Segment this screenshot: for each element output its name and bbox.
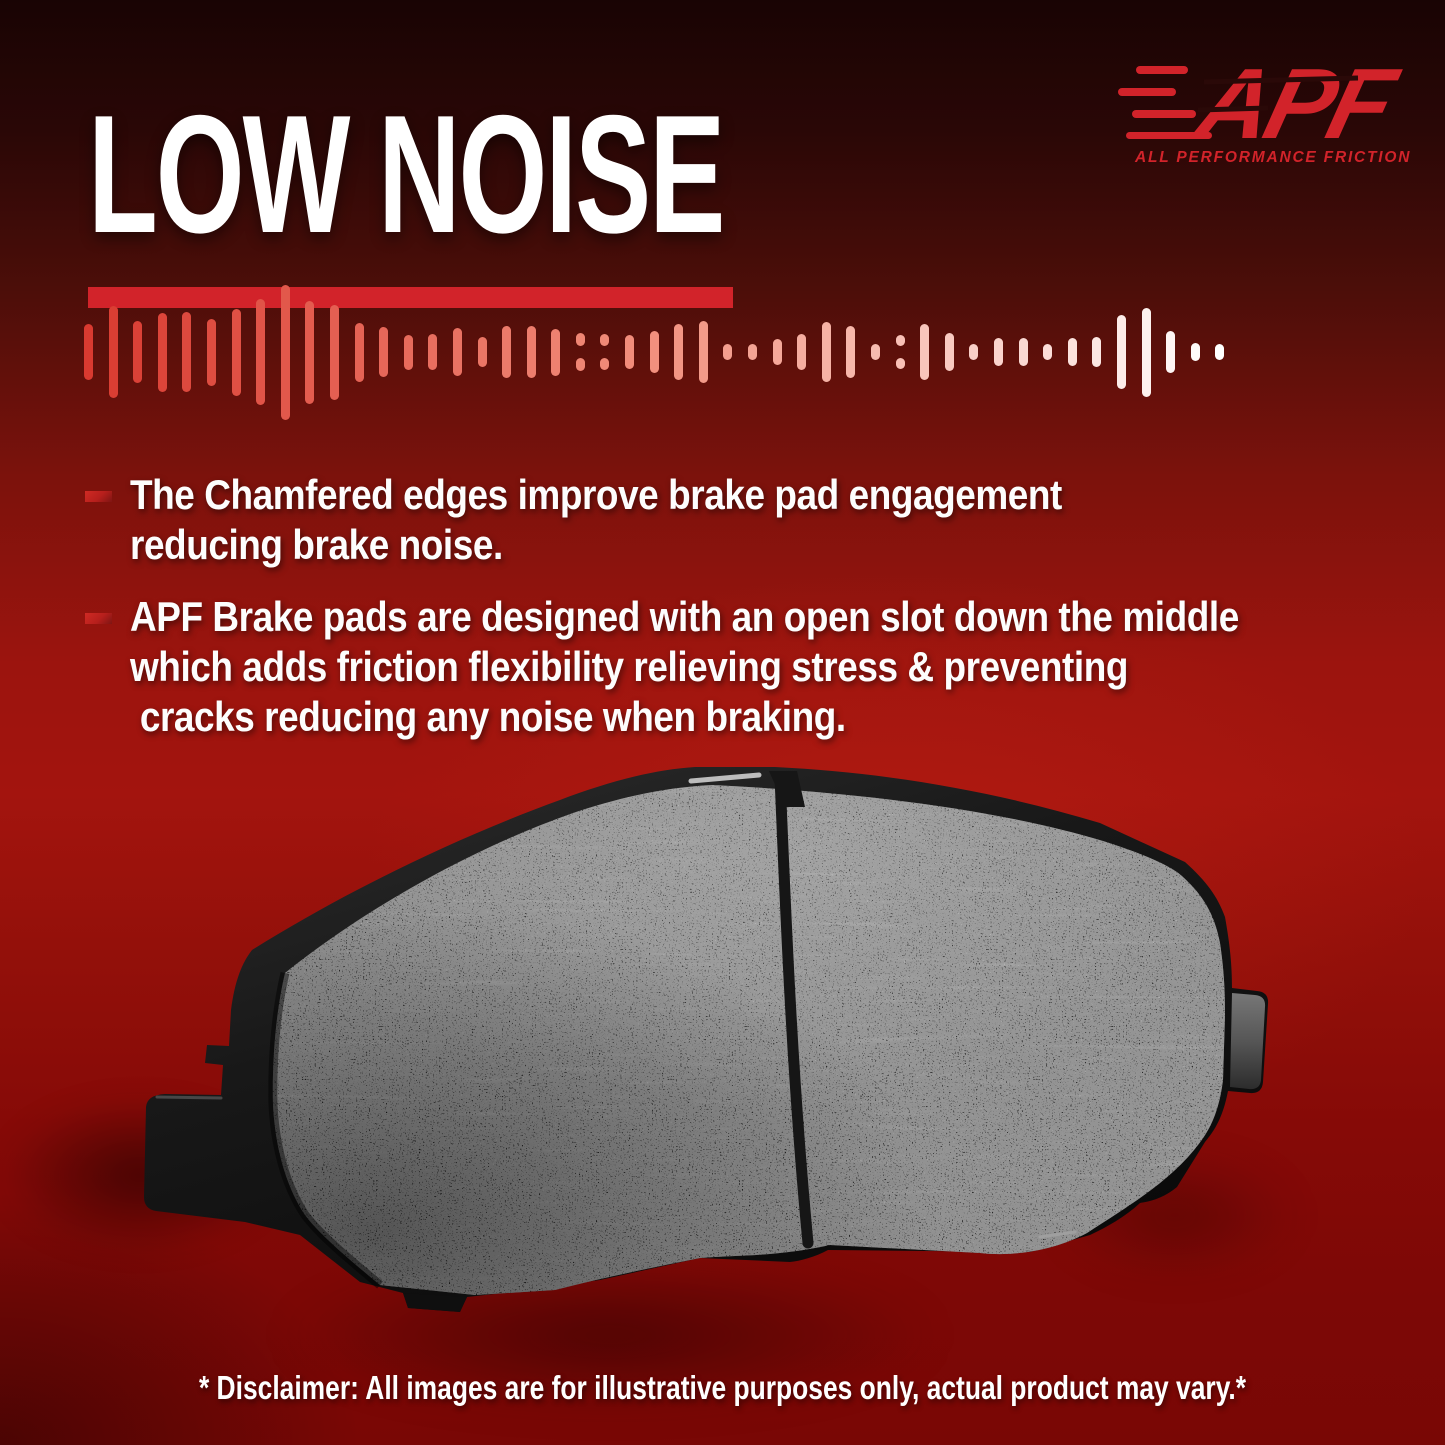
bullet-line: which adds friction flexibility relievin…	[130, 643, 1129, 690]
soundwave-bar	[1116, 315, 1126, 389]
soundwave-bar	[993, 338, 1003, 366]
soundwave-bar	[821, 322, 831, 382]
soundwave-bar	[1190, 343, 1200, 361]
soundwave-bar	[305, 300, 315, 404]
pad-friction-surface	[272, 785, 1225, 1295]
soundwave-bar	[280, 284, 290, 420]
page-title: LOW NOISE	[88, 80, 725, 268]
soundwave-bar	[1092, 337, 1102, 367]
soundwave-bar	[206, 318, 216, 386]
soundwave-bar	[1141, 307, 1151, 397]
soundwave-bar	[600, 334, 610, 370]
apf-logo: APF ALL PERFORMANCE FRICTION	[1118, 47, 1411, 166]
soundwave-bar	[944, 333, 954, 371]
soundwave-bar	[748, 344, 758, 360]
bullet-text-1: The Chamfered edges improve brake pad en…	[130, 470, 1062, 570]
soundwave-bar	[1018, 338, 1028, 366]
brake-pad-image	[144, 767, 1269, 1312]
bullet-item-2: APF Brake pads are designed with an open…	[85, 592, 1390, 742]
soundwave-bar	[846, 326, 856, 378]
bullet-marker-icon	[85, 491, 112, 502]
soundwave-bar	[182, 312, 192, 392]
soundwave-bar	[551, 328, 561, 376]
soundwave-bar	[329, 304, 339, 400]
soundwave-bar	[625, 335, 635, 369]
soundwave-bar	[649, 331, 659, 373]
bullet-item-1: The Chamfered edges improve brake pad en…	[85, 470, 1189, 570]
soundwave-bar	[256, 299, 266, 405]
pad-center-slot	[774, 771, 814, 1249]
bullet-line: cracks reducing any noise when braking.	[130, 693, 846, 740]
soundwave-bar	[920, 324, 930, 380]
soundwave-bar	[1215, 344, 1225, 360]
bullet-line: The Chamfered edges improve brake pad en…	[130, 471, 1062, 518]
soundwave-bar	[231, 308, 241, 396]
soundwave-bar	[157, 312, 167, 392]
soundwave-bar	[133, 321, 143, 383]
bullet-text-2: APF Brake pads are designed with an open…	[130, 592, 1239, 742]
soundwave-bar	[1043, 344, 1053, 360]
apf-logo-tagline: ALL PERFORMANCE FRICTION	[1134, 149, 1411, 166]
bullet-line: APF Brake pads are designed with an open…	[130, 593, 1239, 640]
pad-bottom-glint	[1038, 1230, 1077, 1239]
soundwave-graphic	[84, 282, 1225, 422]
soundwave-bar	[895, 335, 905, 369]
soundwave-bar	[403, 334, 413, 370]
soundwave-bar	[108, 306, 118, 398]
pad-top-shim-glint	[688, 772, 762, 784]
soundwave-bar	[526, 326, 536, 378]
pad-bottom-clip	[403, 1293, 467, 1312]
apf-logo-text: APF	[1183, 47, 1409, 159]
soundwave-bar	[452, 328, 462, 376]
soundwave-bar	[797, 334, 807, 370]
soundwave-bar	[871, 344, 880, 360]
disclaimer-text: * Disclaimer: All images are for illustr…	[198, 1369, 1247, 1406]
soundwave-bar	[1067, 338, 1077, 366]
soundwave-bar	[698, 321, 708, 383]
soundwave-bar	[84, 324, 93, 380]
soundwave-bar	[674, 324, 684, 380]
soundwave-bar	[354, 322, 364, 382]
soundwave-bar	[1166, 331, 1176, 373]
pad-left-crease	[268, 971, 383, 1289]
soundwave-bar	[969, 344, 979, 360]
soundwave-bar	[575, 333, 585, 371]
bullet-marker-icon	[85, 613, 112, 624]
soundwave-bar	[379, 327, 389, 377]
apf-logo-speedlines	[1118, 66, 1212, 139]
soundwave-bar	[772, 339, 782, 365]
title-underline	[88, 287, 733, 308]
pad-left-tab-highlight	[155, 1095, 223, 1100]
bullet-line: reducing brake noise.	[130, 521, 503, 568]
soundwave-bar	[723, 344, 733, 360]
apf-logo-slices	[1197, 75, 1359, 113]
pad-right-tab	[1230, 993, 1266, 1090]
pad-slot-top-flare	[769, 771, 805, 807]
soundwave-bar	[428, 334, 438, 370]
soundwave-bar	[477, 337, 487, 367]
soundwave-bar	[502, 326, 512, 378]
